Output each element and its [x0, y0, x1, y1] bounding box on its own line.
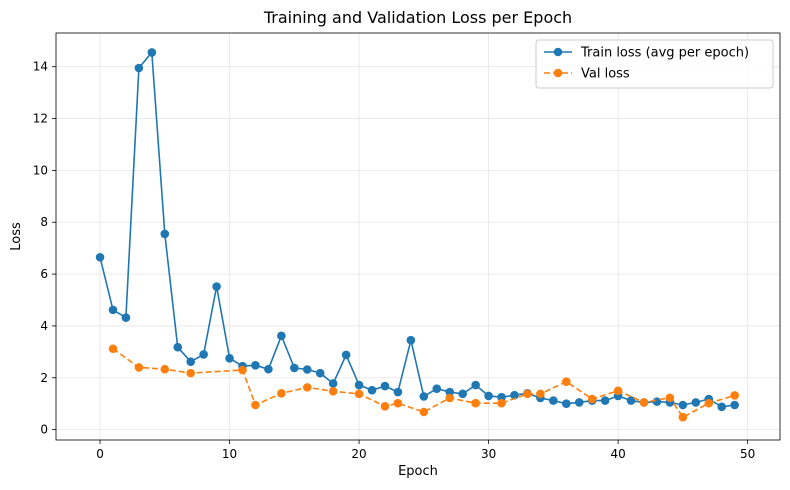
data-point	[355, 390, 364, 399]
data-point	[588, 395, 597, 404]
x-tick-label: 50	[740, 447, 755, 461]
data-point	[225, 354, 234, 363]
data-point	[407, 336, 416, 345]
y-axis-label: Loss	[9, 222, 24, 251]
data-point	[290, 364, 299, 373]
legend: Train loss (avg per epoch) Val loss	[536, 40, 773, 88]
y-tick-label: 14	[33, 60, 48, 74]
data-point	[730, 391, 739, 400]
data-point	[484, 392, 493, 401]
y-tick-label: 4	[40, 319, 48, 333]
y-tick-label: 8	[40, 215, 48, 229]
data-point	[368, 386, 377, 395]
legend-marker	[554, 69, 563, 78]
data-point	[238, 366, 247, 375]
data-point	[692, 398, 701, 407]
data-point	[329, 387, 338, 396]
data-point	[432, 384, 441, 393]
data-point	[562, 399, 571, 408]
data-point	[471, 399, 480, 408]
data-point	[277, 389, 286, 398]
data-point	[186, 369, 195, 378]
x-tick-label: 10	[222, 447, 237, 461]
data-point	[303, 383, 312, 392]
data-point	[471, 381, 480, 390]
data-point	[186, 357, 195, 366]
data-point	[562, 377, 571, 386]
x-tick-label: 0	[96, 447, 104, 461]
data-point	[497, 399, 506, 408]
data-point	[160, 365, 169, 374]
data-point	[394, 399, 403, 408]
data-point	[653, 397, 662, 406]
data-point	[199, 350, 208, 359]
data-point	[381, 382, 390, 391]
y-tick-label: 10	[33, 163, 48, 177]
data-point	[601, 396, 610, 405]
data-point	[575, 398, 584, 407]
data-point	[536, 390, 545, 399]
data-point	[135, 64, 144, 73]
data-point	[251, 361, 260, 370]
data-point	[148, 48, 157, 57]
data-point	[679, 413, 688, 422]
data-point	[420, 392, 429, 401]
data-point	[173, 343, 182, 352]
data-point	[109, 344, 118, 353]
data-point	[445, 394, 454, 403]
data-point	[355, 381, 364, 390]
data-point	[549, 396, 558, 405]
data-point	[730, 401, 739, 410]
data-point	[381, 402, 390, 411]
data-point	[523, 390, 532, 399]
data-point	[717, 403, 726, 412]
x-tick-label: 40	[610, 447, 625, 461]
data-point	[679, 401, 688, 410]
y-tick-label: 6	[40, 267, 48, 281]
data-point	[277, 331, 286, 340]
data-point	[122, 313, 131, 322]
y-tick-label: 12	[33, 112, 48, 126]
x-tick-label: 30	[481, 447, 496, 461]
y-tick-label: 2	[40, 371, 48, 385]
data-point	[303, 365, 312, 374]
data-point	[458, 390, 467, 399]
data-point	[316, 369, 325, 378]
legend-label: Train loss (avg per epoch)	[580, 46, 749, 61]
data-point	[160, 230, 169, 239]
legend-marker	[554, 48, 563, 57]
data-point	[264, 365, 273, 374]
data-point	[394, 388, 403, 397]
x-tick-label: 20	[351, 447, 366, 461]
x-axis-label: Epoch	[398, 464, 438, 479]
data-point	[420, 408, 429, 417]
data-point	[251, 401, 260, 410]
data-point	[212, 282, 221, 291]
data-point	[96, 253, 105, 262]
data-point	[342, 351, 351, 360]
y-tick-label: 0	[40, 423, 48, 437]
data-point	[640, 398, 649, 407]
data-point	[614, 386, 623, 395]
data-point	[109, 306, 118, 315]
chart-title: Training and Validation Loss per Epoch	[263, 8, 572, 27]
data-point	[666, 393, 675, 402]
legend-label: Val loss	[581, 67, 630, 82]
data-point	[704, 399, 713, 408]
data-point	[135, 363, 144, 372]
data-point	[329, 379, 338, 388]
